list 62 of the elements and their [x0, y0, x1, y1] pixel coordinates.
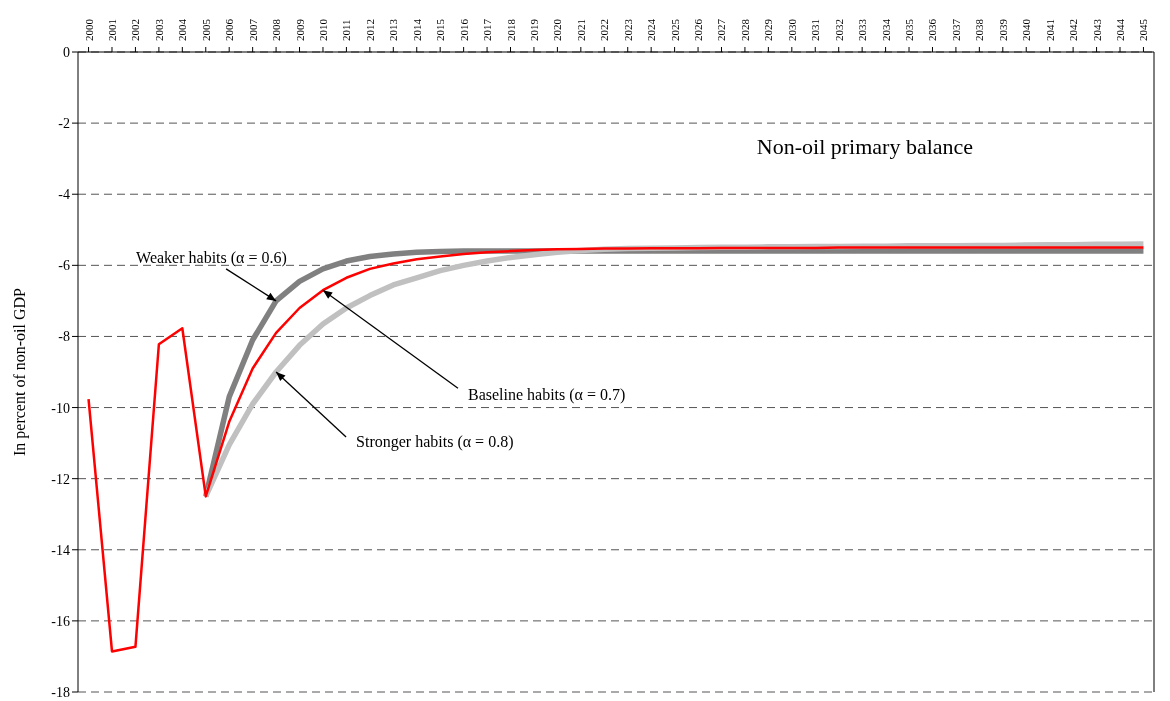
x-tick-label: 2004: [176, 18, 189, 41]
x-tick-label: 2035: [903, 18, 916, 41]
x-tick-label: 2002: [129, 19, 142, 41]
x-tick-label: 2029: [762, 18, 775, 41]
x-tick-label: 2040: [1020, 18, 1033, 41]
x-tick-label: 2038: [973, 18, 986, 41]
x-tick-label: 2043: [1090, 18, 1103, 41]
x-tick-label: 2025: [668, 18, 681, 41]
y-axis-title: In percent of non-oil GDP: [10, 287, 29, 456]
y-tick-label: 0: [63, 44, 70, 60]
annotation: Stronger habits (α = 0.8): [356, 433, 514, 451]
y-tick-label: -14: [51, 542, 70, 558]
x-tick-label: 2039: [996, 18, 1009, 41]
x-tick-label: 2032: [832, 19, 845, 41]
x-tick-label: 2037: [949, 18, 962, 41]
x-tick-label: 2012: [363, 19, 376, 41]
x-tick-label: 2017: [481, 18, 494, 41]
x-tick-label: 2022: [598, 19, 611, 41]
y-tick-label: -6: [58, 258, 70, 274]
x-tick-label: 2016: [457, 18, 470, 41]
x-tick-label: 2023: [621, 18, 634, 41]
y-tick-label: -16: [51, 613, 70, 629]
x-tick-label: 2001: [105, 19, 118, 41]
x-tick-label: 2015: [434, 18, 447, 41]
y-tick-label: -4: [58, 187, 70, 203]
line-series: [87, 246, 1145, 653]
x-tick-label: 2033: [856, 18, 869, 41]
text: Non-oil primary balance: [756, 134, 974, 160]
x-tick-label: 2030: [785, 18, 798, 41]
x-tick-label: 2010: [316, 18, 329, 41]
x-tick-label: 2041: [1043, 19, 1056, 41]
annotation: Baseline habits (α = 0.7): [467, 386, 626, 405]
y-tick-label: -10: [51, 400, 70, 416]
y-tick-label: -18: [51, 684, 70, 700]
x-tick-label: 2000: [82, 18, 95, 41]
x-tick-label: 2006: [223, 18, 236, 41]
x-tick-label: 2026: [692, 18, 705, 41]
x-tick-label: 2009: [293, 18, 306, 41]
x-tick-label: 2045: [1137, 18, 1150, 41]
x-tick-label: 2024: [645, 18, 658, 41]
x-tick-label: 2014: [410, 18, 423, 41]
y-tick-label: -8: [58, 329, 70, 345]
x-tick-label: 2031: [809, 19, 822, 41]
x-tick-label: 2003: [152, 18, 165, 41]
x-tick-label: 2019: [527, 18, 540, 41]
x-tick-label: 2036: [926, 18, 939, 41]
x-tick-label: 2005: [199, 18, 212, 41]
x-tick-label: 2021: [574, 19, 587, 41]
x-tick-label: 2042: [1067, 19, 1080, 41]
x-tick-label: 2027: [715, 18, 728, 41]
annotation: Weaker habits (α = 0.6): [136, 248, 287, 267]
x-tick-label: 2034: [879, 18, 892, 41]
y-tick-label: -2: [58, 116, 70, 132]
y-tick-label: -12: [51, 471, 70, 487]
x-tick-label: 2044: [1114, 18, 1127, 41]
x-tick-label: 2007: [246, 18, 259, 41]
x-tick-label: 2011: [340, 19, 353, 41]
x-tick-label: 2020: [551, 18, 564, 41]
x-tick-label: 2008: [270, 18, 283, 41]
x-tick-label: 2018: [504, 18, 517, 41]
x-tick-label: 2028: [738, 18, 751, 41]
x-tick-label: 2013: [387, 18, 400, 41]
